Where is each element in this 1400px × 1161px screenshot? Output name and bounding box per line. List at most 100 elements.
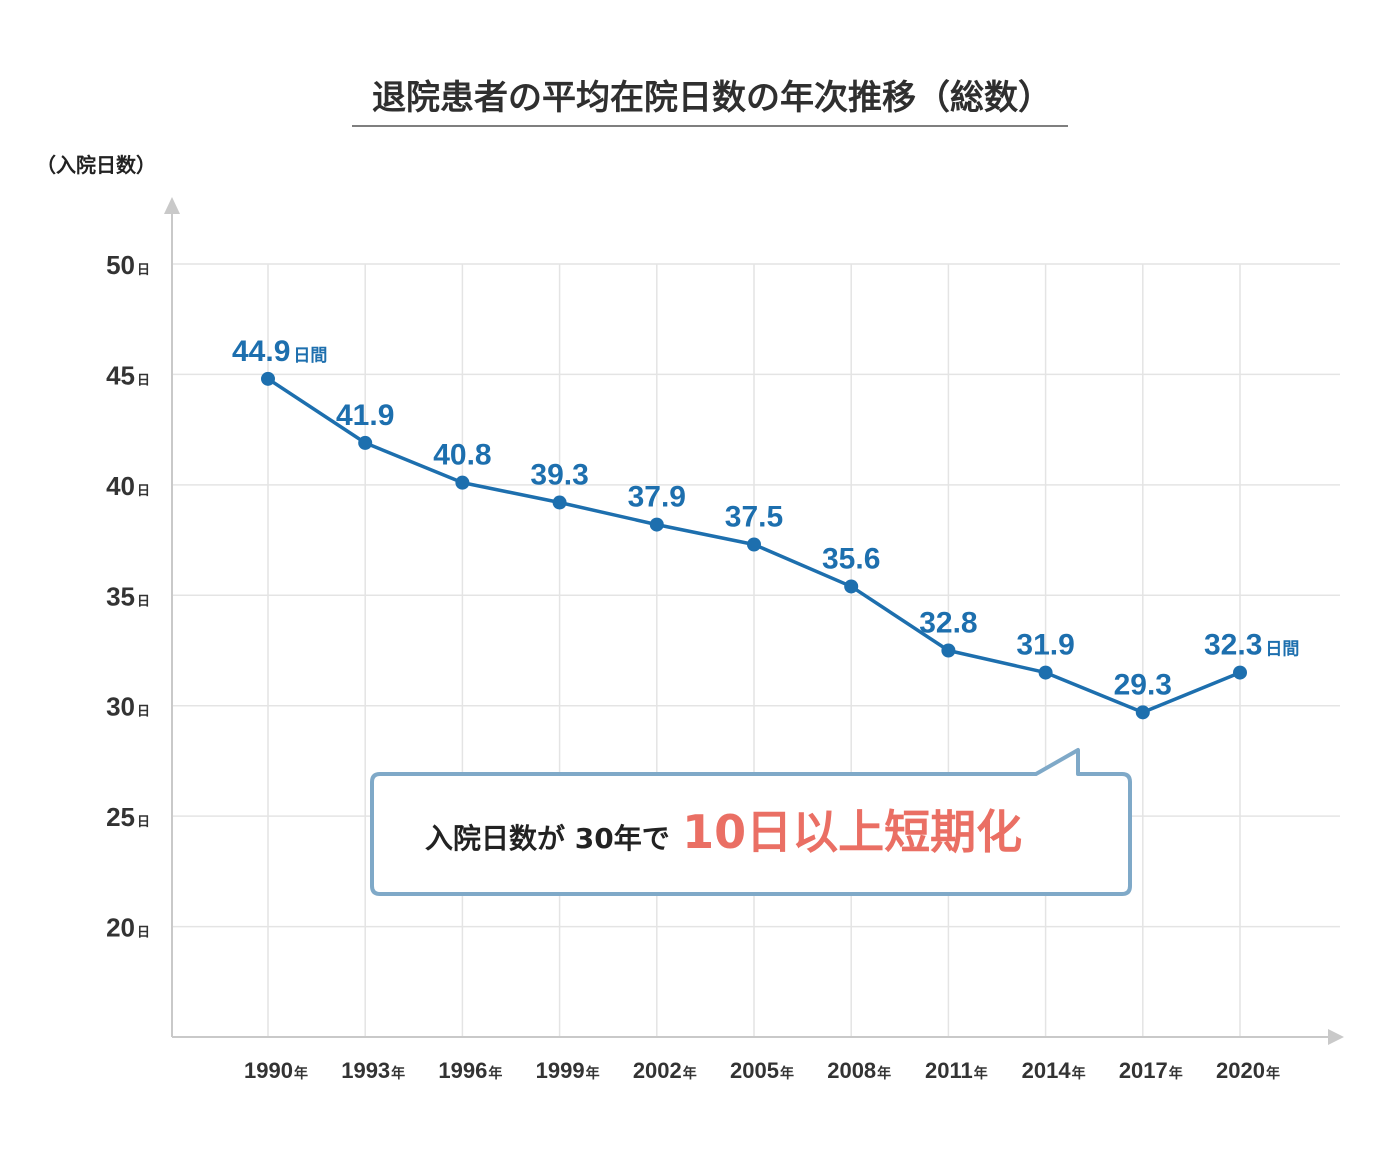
x-tick-label: 2014年 <box>1022 1058 1086 1083</box>
data-point <box>747 537 761 552</box>
y-tick-unit: 日 <box>137 484 150 499</box>
x-tick-label: 1999年 <box>536 1058 600 1083</box>
x-tick-value: 2002 <box>633 1058 682 1083</box>
data-label-value: 40.8 <box>433 439 491 472</box>
data-label-value: 37.9 <box>628 481 686 514</box>
x-tick-unit: 年 <box>974 1065 988 1082</box>
y-tick-value: 20 <box>106 913 135 943</box>
series-layer <box>261 371 1247 720</box>
x-tick-label: 2017年 <box>1119 1058 1183 1083</box>
x-tick-unit: 年 <box>1072 1065 1086 1082</box>
x-tick-value: 1993 <box>341 1058 390 1083</box>
y-tick-label: 40 日 <box>106 471 150 501</box>
x-tick-unit: 年 <box>586 1065 600 1082</box>
y-tick-unit: 日 <box>137 705 150 720</box>
data-label: 31.9 <box>1016 629 1074 662</box>
data-label: 39.3 <box>530 459 588 492</box>
y-tick-unit: 日 <box>137 373 150 388</box>
x-tick-label: 1990年 <box>244 1058 308 1083</box>
y-tick-value: 35 <box>106 581 135 611</box>
data-label-value: 29.3 <box>1114 668 1172 701</box>
y-tick-unit: 日 <box>137 263 150 278</box>
axis-layer <box>164 197 1344 1045</box>
x-tick-value: 1990 <box>244 1058 293 1083</box>
y-axis-label: （入院日数） <box>36 153 156 177</box>
y-tick-label: 35 日 <box>106 581 150 611</box>
data-point <box>1038 665 1053 680</box>
x-tick-label: 2008年 <box>827 1058 891 1083</box>
chart-title: 退院患者の平均在院日数の年次推移（総数） <box>372 78 1052 118</box>
callout-border <box>370 748 1132 896</box>
x-tick-value: 2020 <box>1216 1058 1265 1083</box>
x-tick-unit: 年 <box>294 1065 308 1082</box>
data-label: 32.3 日間 <box>1204 629 1299 662</box>
y-tick-value: 30 <box>106 692 135 722</box>
data-label-value: 39.3 <box>530 459 588 492</box>
x-tick-value: 1996 <box>438 1058 487 1083</box>
data-label: 37.9 <box>628 481 686 514</box>
data-label: 44.9 日間 <box>232 335 327 368</box>
data-point <box>1135 705 1150 720</box>
callout-highlight-text: 10日以上短期化 <box>682 805 1022 859</box>
data-label: 29.3 <box>1114 668 1172 701</box>
y-tick-value: 45 <box>106 360 135 390</box>
callout-main-text: 入院日数が 30年で <box>425 822 670 855</box>
x-tick-unit: 年 <box>391 1065 405 1082</box>
data-label-value: 41.9 <box>336 399 394 432</box>
x-tick-unit: 年 <box>780 1065 794 1082</box>
x-tick-label: 1993年 <box>341 1058 405 1083</box>
x-tick-value: 2008 <box>827 1058 876 1083</box>
data-label-value: 37.5 <box>725 500 783 533</box>
data-label-unit: 日間 <box>1265 640 1299 660</box>
x-axis-arrow <box>1328 1029 1344 1045</box>
x-tick-label: 2011年 <box>925 1058 988 1083</box>
x-tick-value: 2011 <box>925 1058 973 1083</box>
x-tick-unit: 年 <box>683 1065 697 1082</box>
data-label: 32.8 <box>919 607 977 640</box>
data-label: 41.9 <box>336 399 394 432</box>
y-tick-label: 30 日 <box>106 692 150 722</box>
x-tick-unit: 年 <box>1169 1065 1183 1082</box>
data-point <box>1233 665 1247 680</box>
y-tick-value: 50 <box>106 250 135 280</box>
callout-text: 入院日数が 30年で 10日以上短期化 <box>425 805 1022 859</box>
x-tick-value: 1999 <box>536 1058 585 1083</box>
y-axis-arrow <box>164 197 180 214</box>
data-label-value: 32.8 <box>919 607 977 640</box>
y-tick-unit: 日 <box>137 594 150 609</box>
data-label: 35.6 <box>822 542 880 575</box>
y-tick-label: 25 日 <box>106 802 150 832</box>
x-tick-unit: 年 <box>1266 1065 1280 1082</box>
data-point <box>552 495 567 510</box>
grid-layer <box>172 263 1340 1037</box>
x-tick-unit: 年 <box>488 1065 502 1082</box>
y-tick-value: 40 <box>106 471 135 501</box>
data-label: 37.5 <box>725 500 783 533</box>
x-tick-label: 2002年 <box>633 1058 697 1083</box>
data-point <box>455 475 470 490</box>
data-point <box>261 371 275 386</box>
x-tick-label: 1996年 <box>438 1058 502 1083</box>
data-point <box>358 435 373 450</box>
data-label-value: 44.9 <box>232 335 290 368</box>
data-label-unit: 日間 <box>293 346 327 366</box>
data-point <box>844 579 859 594</box>
data-labels: 44.9 日間41.940.839.337.937.535.632.831.929… <box>232 335 1299 701</box>
y-tick-label: 20 日 <box>106 913 150 943</box>
data-label-value: 35.6 <box>822 542 880 575</box>
x-tick-label: 2005年 <box>730 1058 794 1083</box>
callout-bubble: 入院日数が 30年で 10日以上短期化 <box>370 748 1132 896</box>
x-tick-label: 2020年 <box>1216 1058 1280 1083</box>
data-label-value: 32.3 <box>1204 629 1262 662</box>
y-tick-unit: 日 <box>137 926 150 941</box>
y-tick-unit: 日 <box>137 815 150 830</box>
x-tick-unit: 年 <box>877 1065 891 1082</box>
y-tick-value: 25 <box>106 802 135 832</box>
data-point <box>649 517 664 532</box>
x-tick-value: 2014 <box>1022 1058 1072 1083</box>
y-tick-label: 50 日 <box>106 250 150 280</box>
y-tick-labels: 20 日25 日30 日35 日40 日45 日50 日 <box>106 250 150 943</box>
data-label: 40.8 <box>433 439 491 472</box>
y-tick-label: 45 日 <box>106 360 150 390</box>
